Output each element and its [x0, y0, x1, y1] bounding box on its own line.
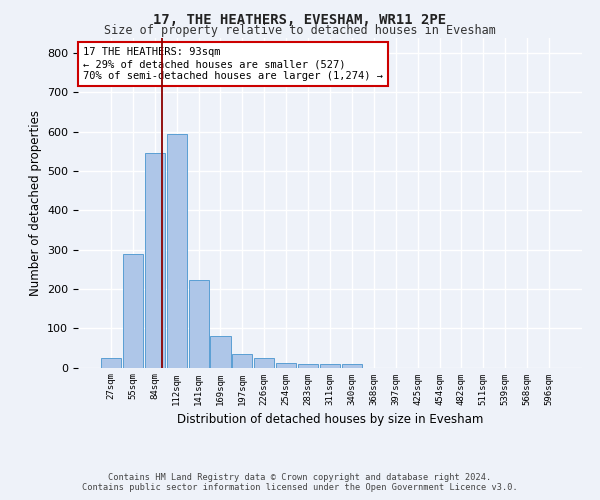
- Bar: [298, 364, 318, 368]
- Text: Contains HM Land Registry data © Crown copyright and database right 2024.
Contai: Contains HM Land Registry data © Crown c…: [82, 473, 518, 492]
- Bar: [123, 254, 143, 368]
- Bar: [145, 152, 165, 368]
- Text: 17 THE HEATHERS: 93sqm
← 29% of detached houses are smaller (527)
70% of semi-de: 17 THE HEATHERS: 93sqm ← 29% of detached…: [83, 48, 383, 80]
- Bar: [342, 364, 362, 368]
- Bar: [254, 358, 274, 368]
- Bar: [232, 354, 253, 368]
- Bar: [320, 364, 340, 368]
- Text: 17, THE HEATHERS, EVESHAM, WR11 2PE: 17, THE HEATHERS, EVESHAM, WR11 2PE: [154, 12, 446, 26]
- X-axis label: Distribution of detached houses by size in Evesham: Distribution of detached houses by size …: [177, 413, 483, 426]
- Y-axis label: Number of detached properties: Number of detached properties: [29, 110, 41, 296]
- Bar: [101, 358, 121, 368]
- Text: Size of property relative to detached houses in Evesham: Size of property relative to detached ho…: [104, 24, 496, 37]
- Bar: [211, 336, 230, 368]
- Bar: [276, 363, 296, 368]
- Bar: [188, 280, 209, 368]
- Bar: [167, 134, 187, 368]
